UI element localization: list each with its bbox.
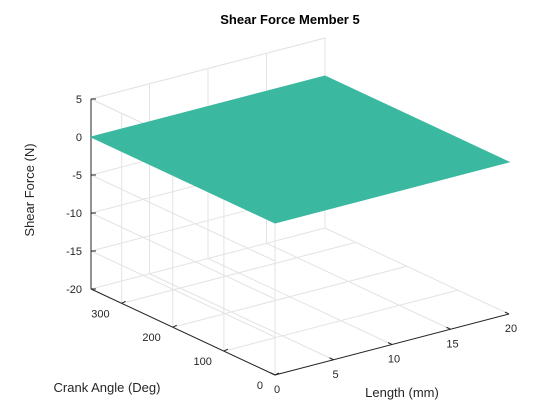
y-tick-mark (223, 348, 229, 352)
grid-line (90, 227, 326, 290)
z-tick-label: -5 (72, 170, 82, 182)
x-tick-mark (329, 357, 334, 361)
x-tick-label: 10 (388, 354, 400, 366)
surface-layer (89, 75, 511, 224)
chart-title: Shear Force Member 5 (220, 12, 359, 27)
z-tick-label: 0 (76, 132, 82, 144)
z-tick-label: 5 (76, 94, 82, 106)
grid-line (90, 250, 276, 338)
y-tick-mark (121, 300, 126, 304)
x-tick-mark (387, 342, 393, 345)
grid-line (121, 241, 356, 304)
x-tick-mark (446, 326, 451, 330)
grid-line (90, 212, 276, 300)
z-tick-label: -20 (66, 284, 82, 296)
x-tick-label: 0 (274, 384, 280, 396)
x-tick-mark (270, 372, 276, 376)
z-tick-label: -15 (66, 246, 82, 258)
x-tick-label: 20 (505, 323, 517, 335)
x-axis-label: Length (mm) (365, 385, 439, 400)
y-tick-label: 0 (257, 380, 263, 392)
y-tick-mark (274, 372, 280, 376)
x-tick-mark (504, 311, 510, 315)
grid-line (223, 289, 459, 352)
z-tick-label: -10 (66, 208, 82, 220)
grid-line (90, 174, 276, 262)
x-tick-label: 15 (446, 338, 458, 350)
y-tick-label: 100 (194, 356, 212, 368)
axis-layer (90, 98, 510, 376)
z-axis-label: Shear Force (N) (22, 143, 37, 236)
grid-line (172, 265, 407, 328)
surface-patch (89, 75, 511, 224)
y-tick-label: 300 (91, 308, 109, 320)
y-axis-label: Crank Angle (Deg) (54, 380, 161, 395)
box-edge (90, 37, 326, 100)
y-tick-label: 200 (142, 332, 160, 344)
y-tick-mark (172, 324, 178, 328)
x-tick-label: 5 (332, 369, 338, 381)
